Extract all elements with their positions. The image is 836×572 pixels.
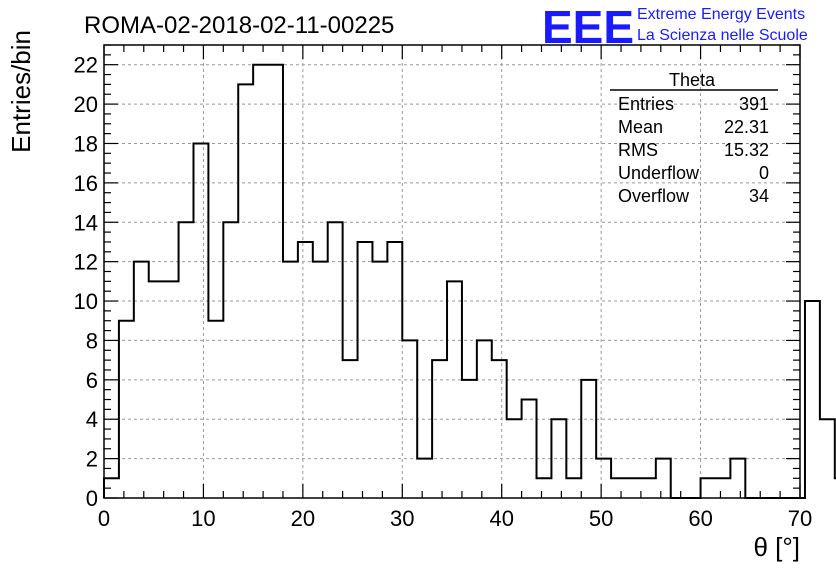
x-axis-label: θ [°] xyxy=(753,532,800,562)
histogram-bin xyxy=(328,222,343,498)
histogram-bin xyxy=(298,242,313,498)
x-tick-label: 60 xyxy=(688,506,712,531)
histogram-bin xyxy=(343,360,358,498)
stats-rows: Entries 391 Mean 22.31 RMS 15.32 Underflow 0 Ove… xyxy=(618,94,769,206)
histogram-bin xyxy=(626,478,641,498)
histogram-bars xyxy=(103,63,836,499)
histogram-bin xyxy=(730,459,745,498)
histogram-bin xyxy=(581,380,596,498)
stats-label: RMS xyxy=(618,140,658,160)
histogram-bin xyxy=(358,242,373,498)
histogram-bin xyxy=(149,281,164,498)
y-tick-label: 0 xyxy=(86,486,98,511)
stats-value: 15.32 xyxy=(724,140,769,160)
histogram-bin xyxy=(820,419,835,498)
histogram-bin xyxy=(492,360,507,498)
y-axis-label: Entries/bin xyxy=(6,30,36,153)
x-tick-label: 30 xyxy=(390,506,414,531)
histogram-bin xyxy=(551,419,566,498)
y-tick-label: 14 xyxy=(74,210,98,235)
y-tick-label: 20 xyxy=(74,92,98,117)
y-tick-label: 22 xyxy=(74,53,98,78)
histogram-bin xyxy=(805,301,820,498)
grid-lines xyxy=(104,45,800,498)
histogram-bin xyxy=(611,478,626,498)
y-tick-label: 18 xyxy=(74,131,98,156)
x-tick-label: 50 xyxy=(589,506,613,531)
x-tick-label: 10 xyxy=(191,506,215,531)
histogram-bin xyxy=(537,478,552,498)
histogram-bin xyxy=(179,222,194,498)
y-tick-label: 12 xyxy=(74,250,98,275)
histogram-bin xyxy=(253,65,268,498)
histogram-bin xyxy=(641,478,656,498)
x-tick-label: 0 xyxy=(98,506,110,531)
eee-logo: EEE Extreme Energy Events La Scienza nel… xyxy=(542,1,808,53)
histogram-bin xyxy=(387,242,402,498)
histogram-bin xyxy=(208,321,223,498)
histogram-bin xyxy=(522,400,537,498)
histogram-bin xyxy=(417,459,432,498)
logo-line-2: La Scienza nelle Scuole xyxy=(637,27,808,44)
stats-box: Theta Entries 391 Mean 22.31 RMS 15.32 Underfl… xyxy=(610,70,778,206)
y-tick-label: 4 xyxy=(86,407,98,432)
histogram-outline xyxy=(103,63,836,499)
stats-label: Mean xyxy=(618,117,663,137)
axis-ticks: 0 10 20 30 40 50 60 70 0 2 4 6 8 10 12 14 16 18 20 22 xyxy=(74,44,812,531)
histogram-bin xyxy=(656,459,671,498)
x-tick-label: 70 xyxy=(788,506,812,531)
stats-title: Theta xyxy=(669,70,716,90)
histogram-bin xyxy=(566,478,581,498)
histogram-bin xyxy=(238,84,253,498)
x-tick-label: 20 xyxy=(291,506,315,531)
x-tick-label: 40 xyxy=(489,506,513,531)
y-tick-label: 16 xyxy=(74,171,98,196)
histogram-bin xyxy=(447,281,462,498)
stats-value: 22.31 xyxy=(724,117,769,137)
y-tick-label: 2 xyxy=(86,447,98,472)
logo-line-1: Extreme Energy Events xyxy=(637,6,805,23)
chart-title: ROMA-02-2018-02-11-00225 xyxy=(84,12,394,39)
histogram-bin xyxy=(701,478,716,498)
stats-value: 34 xyxy=(749,186,769,206)
stats-label: Overflow xyxy=(618,186,690,206)
histogram-bin xyxy=(462,380,477,498)
histogram-bin xyxy=(164,281,179,498)
histogram-bin xyxy=(432,360,447,498)
histogram-bin xyxy=(193,143,208,498)
histogram-bin xyxy=(715,478,730,498)
y-tick-label: 6 xyxy=(86,368,98,393)
stats-value: 391 xyxy=(739,94,769,114)
histogram-bin xyxy=(119,321,134,498)
stats-label: Entries xyxy=(618,94,674,114)
histogram-bin xyxy=(223,222,238,498)
histogram-bin xyxy=(268,65,283,498)
stats-label: Underflow xyxy=(618,163,700,183)
y-tick-label: 8 xyxy=(86,328,98,353)
stats-value: 0 xyxy=(759,163,769,183)
y-tick-label: 10 xyxy=(74,289,98,314)
histogram-bin xyxy=(596,459,611,498)
